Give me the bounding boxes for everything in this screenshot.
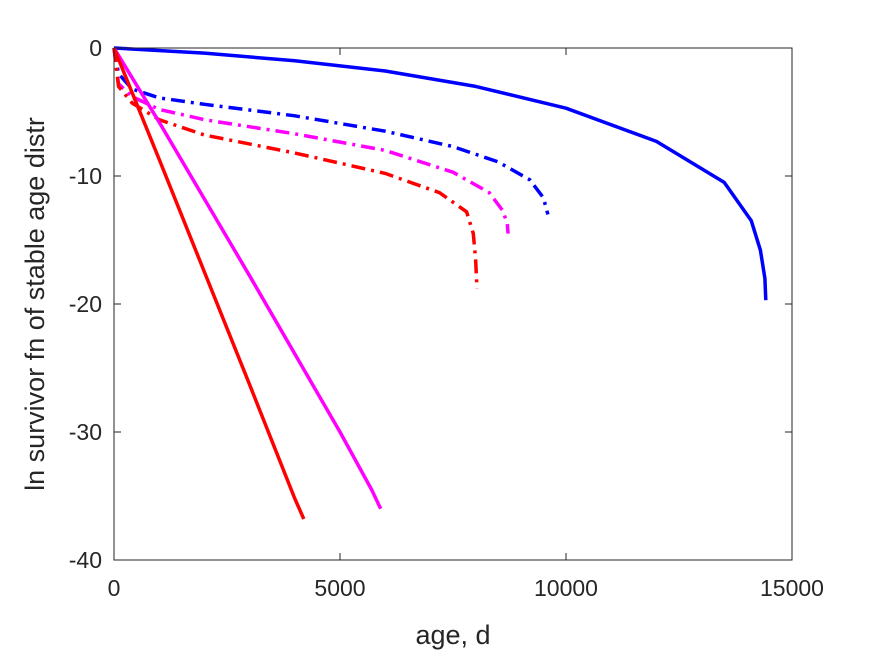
y-tick-label: -20 (69, 291, 102, 317)
x-tick-label: 5000 (314, 575, 365, 601)
x-tick-label: 10000 (534, 575, 598, 601)
y-tick-label: 0 (89, 35, 102, 61)
y-tick-label: -10 (69, 163, 102, 189)
series-line-5 (112, 47, 383, 510)
y-tick-label: -30 (69, 419, 102, 445)
x-axis-label: age, d (415, 620, 490, 650)
series-line-1 (113, 46, 768, 301)
series-line-2 (112, 47, 550, 215)
x-tick-label: 0 (108, 575, 121, 601)
series-layer (112, 46, 768, 520)
tick-layer: 0 5000 10000 15000 -40 -30 -20 -10 0 (69, 35, 824, 601)
series-line-6 (112, 47, 306, 520)
x-tick-label: 15000 (760, 575, 824, 601)
series-line-3 (112, 47, 510, 234)
series-line-4 (112, 47, 479, 289)
y-tick-label: -40 (69, 547, 102, 573)
y-axis-label: ln survivor fn of stable age distr (20, 117, 50, 491)
